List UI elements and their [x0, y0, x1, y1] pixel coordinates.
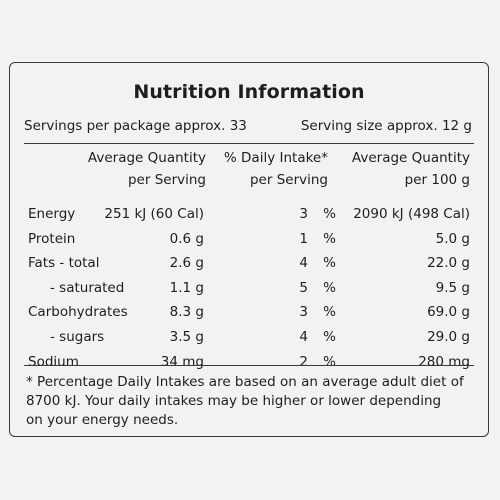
daily-intake-value: 5: [299, 279, 308, 296]
daily-intake-value: 3: [299, 304, 308, 321]
header-daily-intake-line2: per Serving: [249, 172, 328, 188]
per-serving-value: 8.3 g: [169, 304, 204, 321]
daily-intake-value: 3: [299, 206, 308, 222]
nutrient-label: Fats - total: [28, 255, 100, 272]
daily-intake-value: 2: [299, 353, 308, 370]
per-serving-value: 1.1 g: [169, 279, 204, 296]
daily-intake-value: 4: [299, 255, 308, 272]
divider-top: [24, 143, 474, 144]
footnote-line2: 8700 kJ. Your daily intakes may be highe…: [26, 393, 442, 409]
per-100g-value: 9.5 g: [435, 279, 470, 296]
nutrient-label: Energy: [28, 206, 76, 222]
per-serving-value: 2.6 g: [169, 255, 204, 272]
header-per-serving-line2: per Serving: [127, 172, 206, 188]
percent-sign: %: [323, 279, 336, 296]
per-serving-value: 251 kJ (60 Cal): [104, 206, 204, 222]
percent-sign: %: [323, 328, 336, 345]
nutrient-label: Protein: [28, 230, 76, 247]
servings-per-package: Servings per package approx. 33: [24, 118, 247, 134]
per-serving-value: 0.6 g: [169, 230, 204, 247]
per-100g-value: 29.0 g: [427, 328, 470, 345]
percent-sign: %: [323, 353, 336, 370]
nutrition-table: Energy 251 kJ (60 Cal) 3 % 2090 kJ (498 …: [24, 202, 474, 374]
header-per-100g: Average Quantity per 100 g: [352, 147, 470, 191]
per-100g-value: 5.0 g: [435, 230, 470, 247]
percent-sign: %: [323, 206, 336, 222]
per-serving-value: 34 mg: [160, 353, 204, 370]
footnote-line3: on your energy needs.: [26, 412, 179, 428]
nutrient-label: - saturated: [50, 279, 125, 296]
per-100g-value: 2090 kJ (498 Cal): [353, 206, 470, 222]
percent-sign: %: [323, 230, 336, 247]
header-daily-intake: % Daily Intake* per Serving: [224, 147, 328, 191]
serving-size: Serving size approx. 12 g: [300, 118, 472, 134]
footnote: * Percentage Daily Intakes are based on …: [26, 373, 474, 430]
footnote-line1: * Percentage Daily Intakes are based on …: [26, 374, 464, 390]
table-row: Fats - total 2.6 g 4 % 22.0 g: [24, 251, 474, 276]
nutrient-label: Sodium: [28, 353, 79, 370]
nutrient-label: Carbohydrates: [28, 304, 128, 321]
table-row: Sodium 34 mg 2 % 280 mg: [24, 350, 474, 375]
per-serving-value: 3.5 g: [169, 328, 204, 345]
header-daily-intake-line1: % Daily Intake*: [223, 150, 328, 166]
panel-title: Nutrition Information: [133, 81, 365, 103]
table-row: - sugars 3.5 g 4 % 29.0 g: [24, 325, 474, 350]
table-row: Protein 0.6 g 1 % 5.0 g: [24, 227, 474, 252]
table-row: Energy 251 kJ (60 Cal) 3 % 2090 kJ (498 …: [24, 202, 474, 227]
percent-sign: %: [323, 255, 336, 272]
per-100g-value: 280 mg: [418, 353, 470, 370]
percent-sign: %: [323, 304, 336, 321]
header-per-serving-line1: Average Quantity: [87, 150, 206, 166]
header-per-100g-line1: Average Quantity: [351, 150, 470, 166]
header-per-100g-line2: per 100 g: [404, 172, 470, 188]
header-per-serving: Average Quantity per Serving: [88, 147, 206, 191]
table-row: - saturated 1.1 g 5 % 9.5 g: [24, 276, 474, 301]
nutrition-panel: Nutrition Information Servings per packa…: [9, 62, 489, 437]
nutrient-label: - sugars: [50, 328, 105, 345]
per-100g-value: 69.0 g: [427, 304, 470, 321]
per-100g-value: 22.0 g: [427, 255, 470, 272]
table-row: Carbohydrates 8.3 g 3 % 69.0 g: [24, 300, 474, 325]
daily-intake-value: 1: [299, 230, 308, 247]
daily-intake-value: 4: [299, 328, 308, 345]
divider-bottom: [24, 365, 474, 366]
